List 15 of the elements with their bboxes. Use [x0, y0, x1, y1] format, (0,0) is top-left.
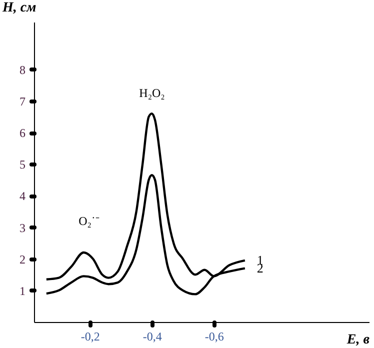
y-tick-label: 2 — [20, 252, 26, 266]
y-axis-title: H, см — [2, 0, 37, 16]
y-tick-label: 3 — [20, 220, 26, 235]
x-axis-title: E, в — [346, 332, 370, 348]
x-tick-label: -0,4 — [142, 330, 162, 344]
y-tick-label: 7 — [20, 94, 26, 108]
annotation: O₂˙⁻ — [78, 214, 100, 228]
y-tick-label: 8 — [20, 62, 26, 77]
y-tick-label: 4 — [20, 189, 26, 204]
annotation: H₂O₂ — [139, 86, 165, 100]
y-tick-label: 6 — [20, 126, 26, 140]
y-tick-label: 5 — [20, 158, 26, 172]
y-tick-label: 1 — [20, 284, 26, 298]
x-tick-label: -0,6 — [204, 330, 224, 344]
x-tick-label: -0,2 — [80, 330, 100, 344]
